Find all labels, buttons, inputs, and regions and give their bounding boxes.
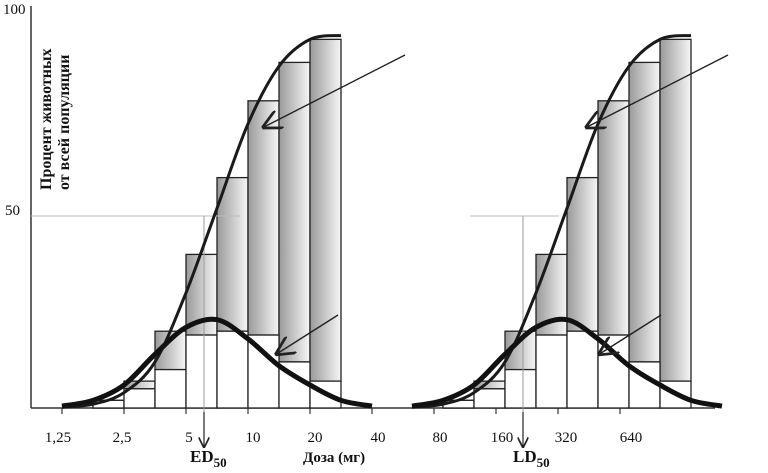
y-tick-50: 50 <box>5 203 20 219</box>
ld50-label-sub: 50 <box>537 455 550 470</box>
pointer-arrow-cumulative <box>585 54 729 128</box>
ed50-label-sub: 50 <box>214 455 227 470</box>
x-axis-ticks: 1,25 2,5 5 10 20 40 80 160 320 640 <box>45 408 642 446</box>
x-tick-label: 320 <box>555 430 578 446</box>
x-tick-label: 1,25 <box>45 430 71 446</box>
cumulative-bar <box>597 100 630 336</box>
ed50-label-main: ED <box>190 447 214 466</box>
frequency-curve <box>61 316 373 409</box>
frequency-bar <box>154 368 187 409</box>
x-tick-label: 20 <box>308 430 323 446</box>
cumulative-bar <box>566 176 599 332</box>
panel-ld50 <box>411 34 729 448</box>
frequency-bar <box>504 368 537 409</box>
x-tick-label: 160 <box>491 430 514 446</box>
frequency-bar <box>216 330 249 409</box>
panel-ed50 <box>31 34 406 448</box>
frequency-bar <box>473 388 506 409</box>
cumulative-bar <box>247 100 280 336</box>
frequency-bar <box>535 334 568 409</box>
x-tick-label: 40 <box>371 430 386 446</box>
ld50-label-main: LD <box>513 447 537 466</box>
cumulative-curve <box>61 34 342 409</box>
frequency-bar <box>185 334 218 409</box>
x-tick-label: 5 <box>185 430 193 446</box>
ed50-label: ED50 <box>190 447 227 470</box>
cumulative-curve <box>411 34 692 409</box>
pointer-arrow-cumulative <box>262 54 406 128</box>
cumulative-bar <box>659 38 692 382</box>
x-tick-label: 2,5 <box>113 430 132 446</box>
x-axis-title: Доза (мг) <box>303 450 365 466</box>
x-tick-label: 80 <box>433 430 448 446</box>
ld50-label: LD50 <box>513 447 550 470</box>
pointer-arrow-frequency <box>598 314 662 355</box>
cumulative-bar <box>278 61 311 363</box>
cumulative-bar <box>628 61 661 363</box>
x-tick-label: 10 <box>246 430 261 446</box>
frequency-bar <box>566 330 599 409</box>
x-tick-label: 640 <box>620 430 643 446</box>
y-axis-title-line2: от всей популяции <box>56 55 73 190</box>
frequency-bar <box>123 388 156 409</box>
frequency-curve <box>411 316 723 409</box>
frequency-bar <box>247 334 280 409</box>
y-tick-100: 100 <box>3 2 26 18</box>
pointer-arrow-frequency <box>275 314 339 355</box>
cumulative-bar <box>216 176 249 332</box>
y-axis-title-line1: Процент животных <box>38 49 55 190</box>
